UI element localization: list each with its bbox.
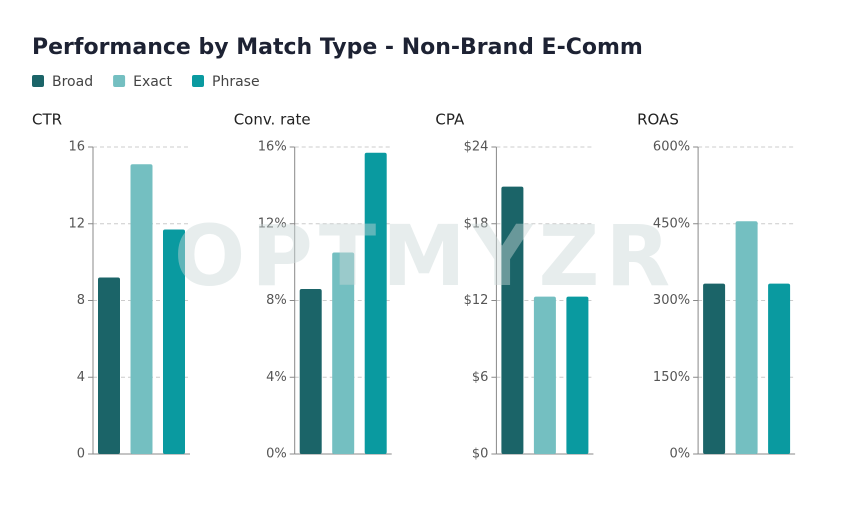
y-tick-label: 0% [266, 447, 287, 462]
bar [735, 221, 758, 454]
y-tick-label: 0 [77, 447, 85, 462]
plots: CTR 0 4 8 12 16 Conv. rate 0% 4% 8% 12% 16% CPA $0 $6 $… [32, 111, 796, 462]
y-tick-label: 600% [653, 140, 690, 155]
bar [501, 186, 524, 454]
y-tick-label: 8 [77, 293, 85, 308]
legend-swatch [113, 75, 126, 87]
y-tick-label: 4% [266, 370, 287, 385]
bar [533, 296, 556, 454]
bar [163, 229, 185, 454]
y-tick-label: 300% [653, 293, 690, 308]
y-tick-label: 12% [258, 216, 287, 231]
panel-title: ROAS [637, 111, 679, 129]
legend-swatch [32, 75, 44, 87]
panel-title: Conv. rate [234, 111, 311, 129]
panel-title: CTR [32, 111, 62, 129]
legend-label: Exact [133, 74, 172, 90]
y-tick-label: $12 [464, 293, 489, 308]
y-tick-label: $0 [472, 447, 489, 462]
y-tick-label: 4 [77, 370, 85, 385]
y-tick-label: 150% [653, 370, 690, 385]
bar [768, 283, 791, 454]
y-tick-label: $18 [464, 216, 489, 231]
y-tick-label: 16% [258, 140, 287, 155]
y-tick-label: 12 [68, 216, 85, 231]
bar [332, 252, 355, 454]
bar [566, 296, 589, 454]
legend: Broad Exact Phrase [32, 74, 260, 90]
y-tick-label: 16 [68, 140, 85, 155]
bar [703, 283, 726, 454]
panel-title: CPA [435, 111, 465, 129]
y-tick-label: $6 [472, 370, 489, 385]
y-tick-label: 0% [669, 447, 690, 462]
bar [299, 288, 322, 454]
bar [364, 152, 387, 454]
chart-title: Performance by Match Type - Non-Brand E-… [32, 35, 643, 60]
bar [98, 277, 120, 454]
watermark: OPTMYZR [174, 207, 676, 305]
y-tick-label: 8% [266, 293, 287, 308]
y-tick-label: 450% [653, 216, 690, 231]
legend-label: Phrase [212, 74, 260, 90]
y-tick-label: $24 [464, 140, 489, 155]
legend-label: Broad [52, 74, 93, 90]
legend-swatch [192, 75, 204, 87]
bar [130, 164, 153, 455]
